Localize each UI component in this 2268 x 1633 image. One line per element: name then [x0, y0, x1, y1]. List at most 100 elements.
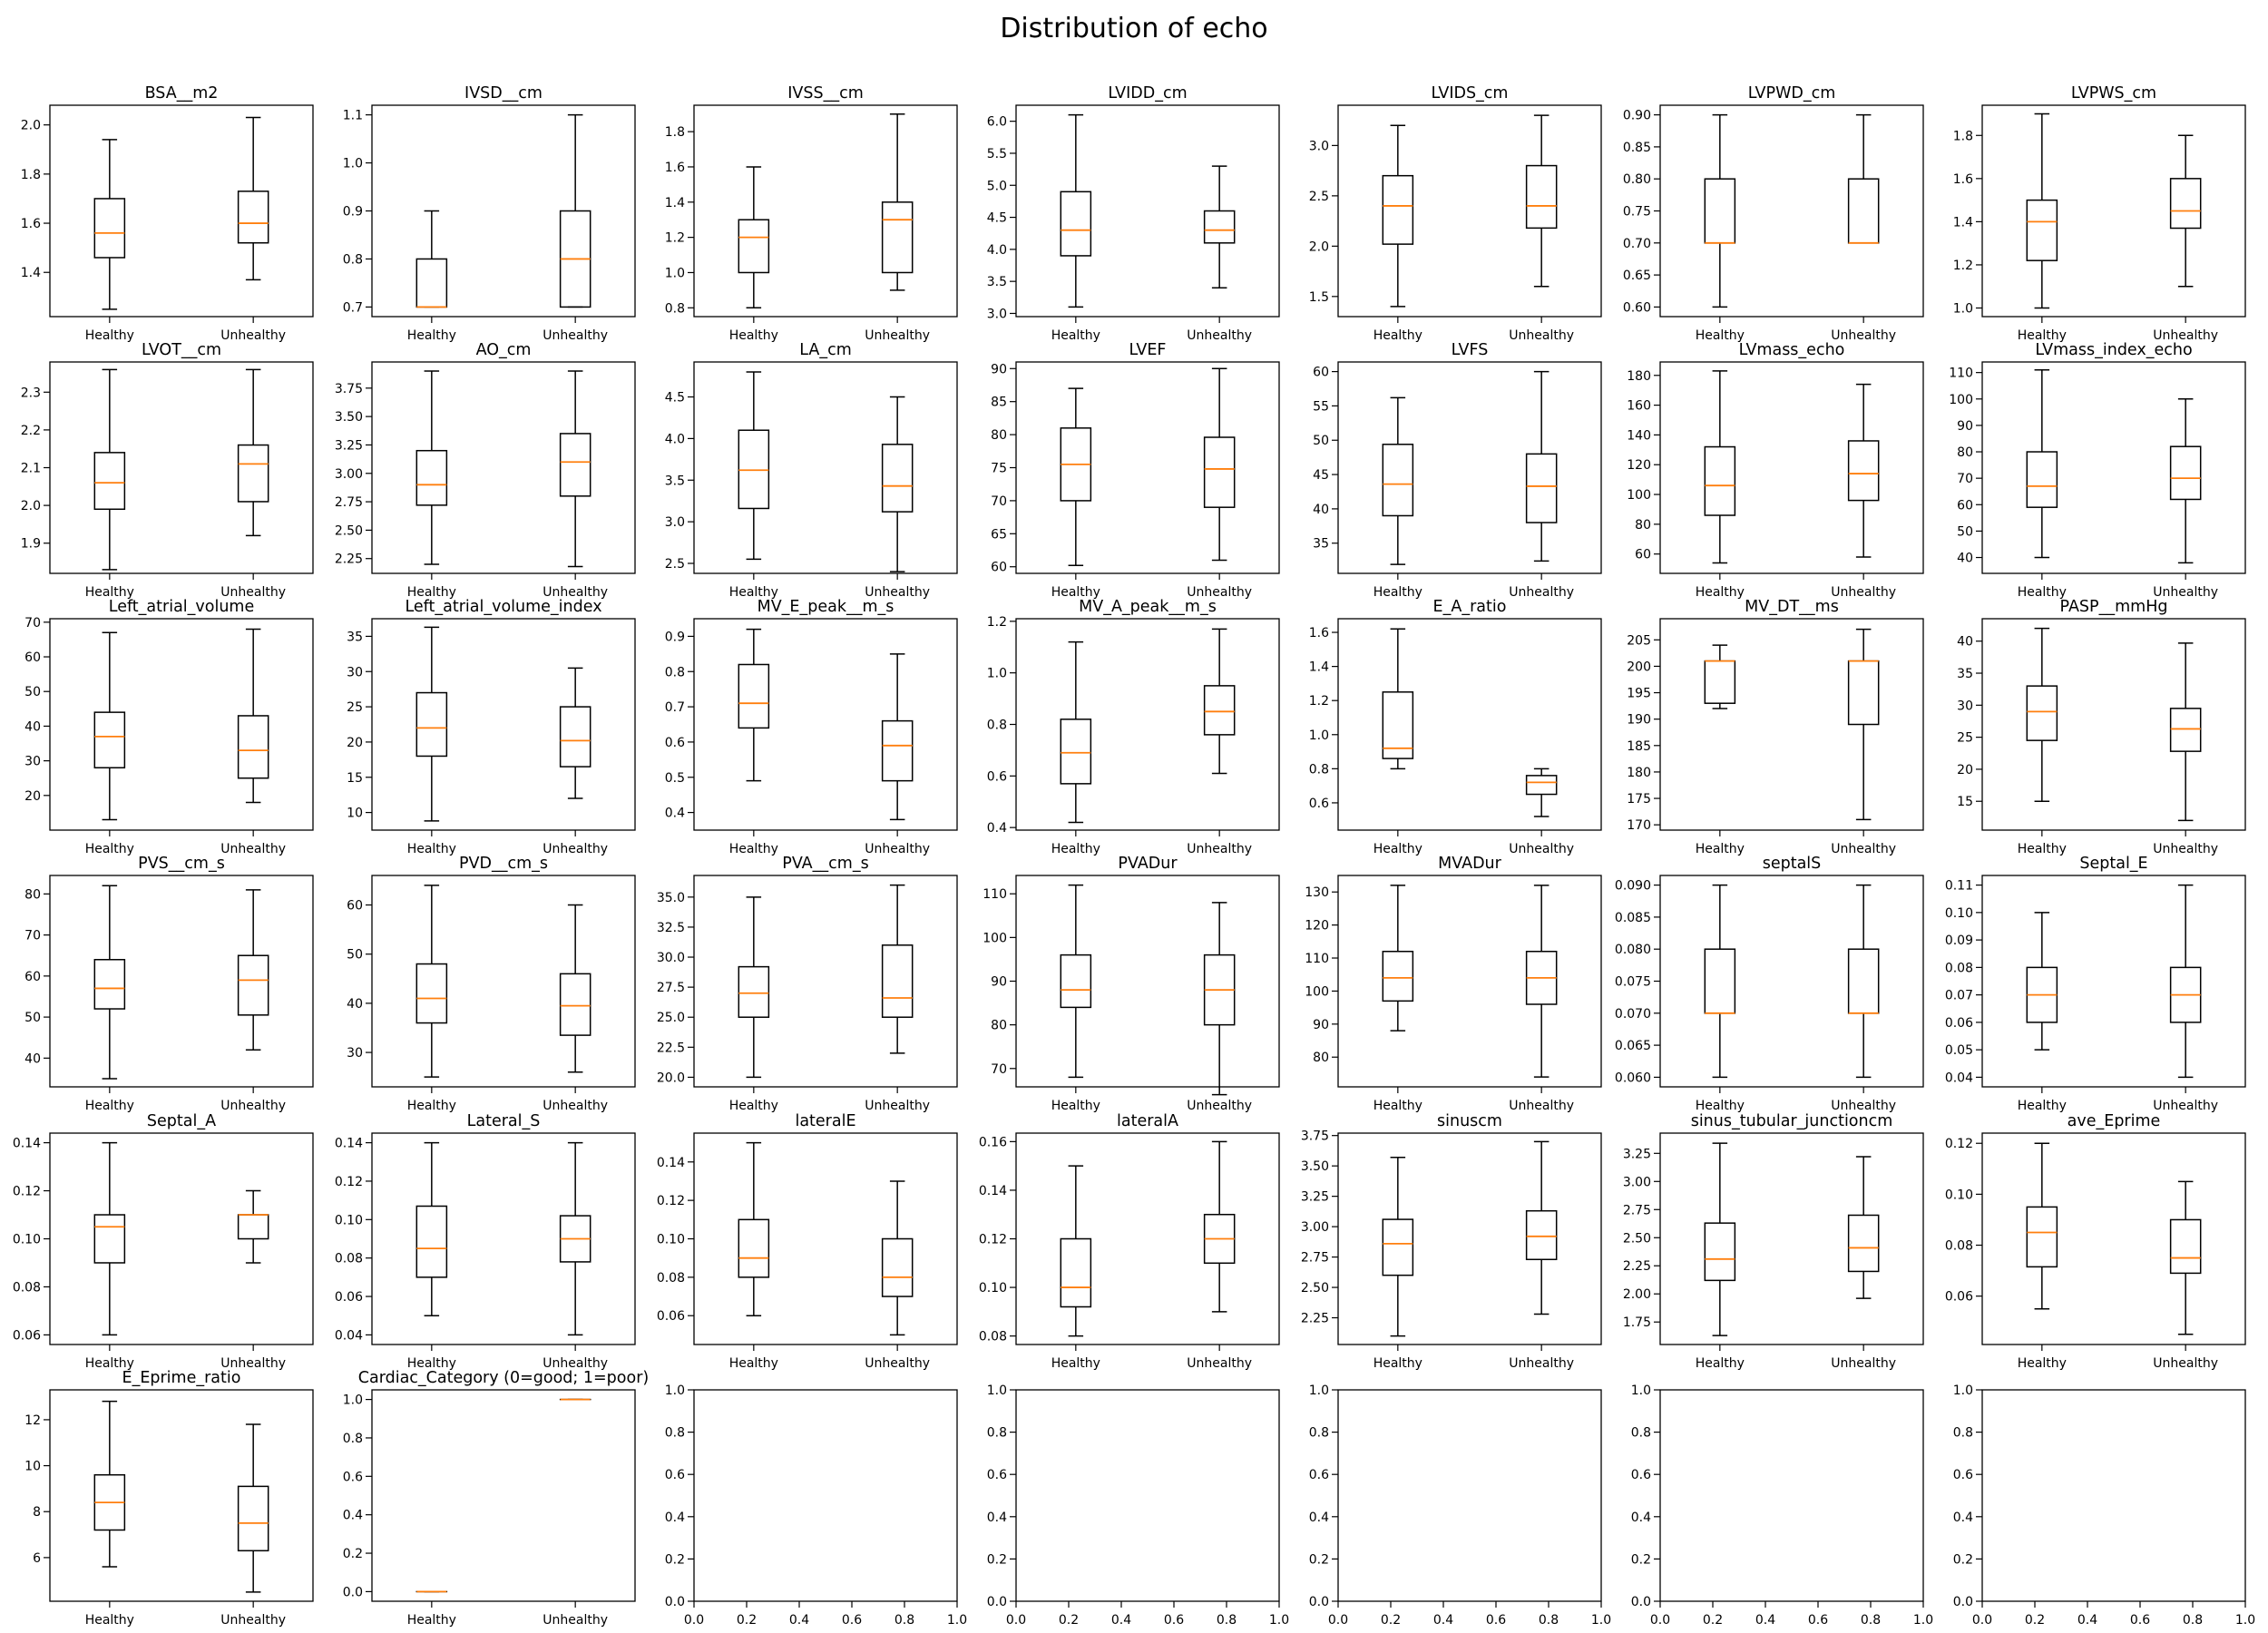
x-tick-label: Unhealthy — [220, 842, 286, 856]
y-tick-label: 0.5 — [665, 771, 685, 786]
x-tick-label: Healthy — [729, 328, 778, 343]
y-tick-label: 1.75 — [1623, 1315, 1651, 1330]
x-tick-label: Unhealthy — [1509, 328, 1574, 343]
y-tick-label: 5.0 — [987, 179, 1007, 193]
axes-frame — [1015, 1132, 1280, 1345]
axes-frame — [1659, 361, 1924, 574]
x-tick-label: Healthy — [2018, 585, 2067, 600]
y-tick-label: 35 — [1313, 537, 1329, 552]
box — [237, 715, 269, 779]
axes-frame — [1981, 1132, 2246, 1345]
subplot: 0.0 0.2 0.4 0.6 0.8 1.0 0.0 0.2 0.4 0.6 0.8 1.0 — [665, 1384, 967, 1628]
y-tick-label: 0.0 — [987, 1595, 1007, 1609]
subplot-title: lateralE — [795, 1112, 855, 1130]
y-tick-label: 20.0 — [657, 1071, 685, 1085]
x-tick-label: Healthy — [1374, 1356, 1422, 1371]
subplot-title: PVS__cm_s — [138, 855, 225, 873]
y-tick-label: 0.04 — [1945, 1071, 1973, 1085]
subplot: 0.06 0.08 0.10 0.12 0.14 Healthy Unhealthy late… — [657, 1112, 958, 1371]
subplot: 1.0 1.2 1.4 1.6 1.8 Healthy Unhealthy LVPWS_cm — [1953, 84, 2246, 343]
box — [1847, 178, 1880, 244]
y-tick-label: 0.4 — [665, 1511, 685, 1525]
y-tick-label: 2.25 — [335, 552, 363, 567]
subplot: 170 175 180 185 190 195 200 205 Healthy Unhealthy… — [1627, 598, 1924, 856]
subplot-title: LVmass_index_echo — [2035, 341, 2192, 359]
y-tick-label: 2.50 — [1623, 1231, 1651, 1246]
x-tick-label: Healthy — [407, 1356, 456, 1371]
x-tick-label: Unhealthy — [1831, 842, 1896, 856]
y-tick-label: 2.50 — [335, 523, 363, 538]
y-tick-label: 0.7 — [665, 700, 685, 715]
box — [2169, 445, 2202, 501]
box — [415, 1205, 448, 1278]
x-tick-label: Unhealthy — [543, 585, 608, 600]
axes-frame — [49, 104, 314, 318]
subplot-title: PVD__cm_s — [459, 855, 548, 873]
y-tick-label: 1.4 — [665, 196, 685, 210]
y-tick-label: 90 — [1957, 419, 1973, 434]
x-tick-label: Unhealthy — [1831, 585, 1896, 600]
axes-frame — [1015, 104, 1280, 318]
y-tick-label: 0.08 — [13, 1280, 41, 1295]
box — [1704, 948, 1736, 1014]
y-tick-label: 15 — [347, 771, 363, 786]
box — [1203, 436, 1236, 508]
y-tick-label: 0.065 — [1615, 1039, 1651, 1053]
box — [1060, 953, 1092, 1009]
y-tick-label: 0.14 — [979, 1184, 1007, 1198]
y-tick-label: 10 — [24, 1460, 41, 1474]
y-tick-label: 0.2 — [1953, 1552, 1973, 1567]
x-tick-label: 0.2 — [2025, 1613, 2045, 1628]
y-tick-label: 1.2 — [987, 615, 1007, 630]
y-tick-label: 170 — [1627, 818, 1651, 833]
box — [1060, 719, 1092, 785]
y-tick-label: 0.6 — [987, 769, 1007, 784]
subplot: 0.04 0.06 0.08 0.10 0.12 0.14 Healthy Unhealthy… — [335, 1112, 636, 1371]
y-tick-label: 2.25 — [1301, 1312, 1329, 1326]
y-tick-label: 0.06 — [335, 1290, 363, 1305]
axes-frame — [49, 1389, 314, 1602]
x-tick-label: Unhealthy — [2153, 585, 2218, 600]
y-tick-label: 0.85 — [1623, 141, 1651, 155]
x-tick-label: Unhealthy — [1187, 585, 1252, 600]
y-tick-label: 40 — [347, 997, 363, 1012]
y-tick-label: 3.25 — [1301, 1190, 1329, 1205]
y-tick-label: 3.25 — [1623, 1147, 1651, 1161]
y-tick-label: 140 — [1627, 428, 1651, 443]
y-tick-label: 0.8 — [343, 252, 363, 267]
axes-frame — [371, 875, 636, 1088]
box — [2169, 178, 2202, 230]
axes-frame — [49, 875, 314, 1088]
y-tick-label: 30 — [347, 1046, 363, 1061]
y-tick-label: 65 — [991, 527, 1007, 542]
y-tick-label: 110 — [1305, 952, 1329, 966]
box — [1203, 210, 1236, 244]
x-tick-label: Healthy — [1051, 328, 1100, 343]
x-tick-label: Unhealthy — [865, 328, 930, 343]
axes-frame — [1659, 104, 1924, 318]
axes-frame — [693, 875, 958, 1088]
x-tick-label: Healthy — [1051, 1356, 1100, 1371]
subplot: 1.5 2.0 2.5 3.0 Healthy Unhealthy LVIDS_cm — [1309, 84, 1602, 343]
y-tick-label: 1.0 — [1631, 1384, 1651, 1398]
y-tick-label: 2.5 — [1309, 190, 1329, 204]
y-tick-label: 0.16 — [979, 1135, 1007, 1149]
subplot-title: Left_atrial_volume — [109, 598, 254, 616]
y-tick-label: 0.085 — [1615, 911, 1651, 925]
box — [1847, 660, 1880, 726]
x-tick-label: Healthy — [407, 1099, 456, 1113]
x-tick-label: Unhealthy — [2153, 328, 2218, 343]
y-tick-label: 0.9 — [665, 630, 685, 644]
y-tick-label: 100 — [1627, 488, 1651, 503]
y-tick-label: 0.8 — [1631, 1426, 1651, 1441]
box — [1060, 1237, 1092, 1308]
subplot-title: lateralA — [1117, 1112, 1178, 1130]
y-tick-label: 1.0 — [1309, 728, 1329, 743]
x-tick-label: Unhealthy — [1831, 1099, 1896, 1113]
y-tick-label: 0.06 — [1945, 1290, 1973, 1305]
y-tick-label: 0.6 — [987, 1468, 1007, 1482]
subplot: 30 40 50 60 Healthy Unhealthy PVD__cm_s — [347, 855, 636, 1113]
y-tick-label: 0.14 — [657, 1156, 685, 1170]
y-tick-label: 1.0 — [1309, 1384, 1329, 1398]
y-tick-label: 12 — [24, 1413, 41, 1428]
